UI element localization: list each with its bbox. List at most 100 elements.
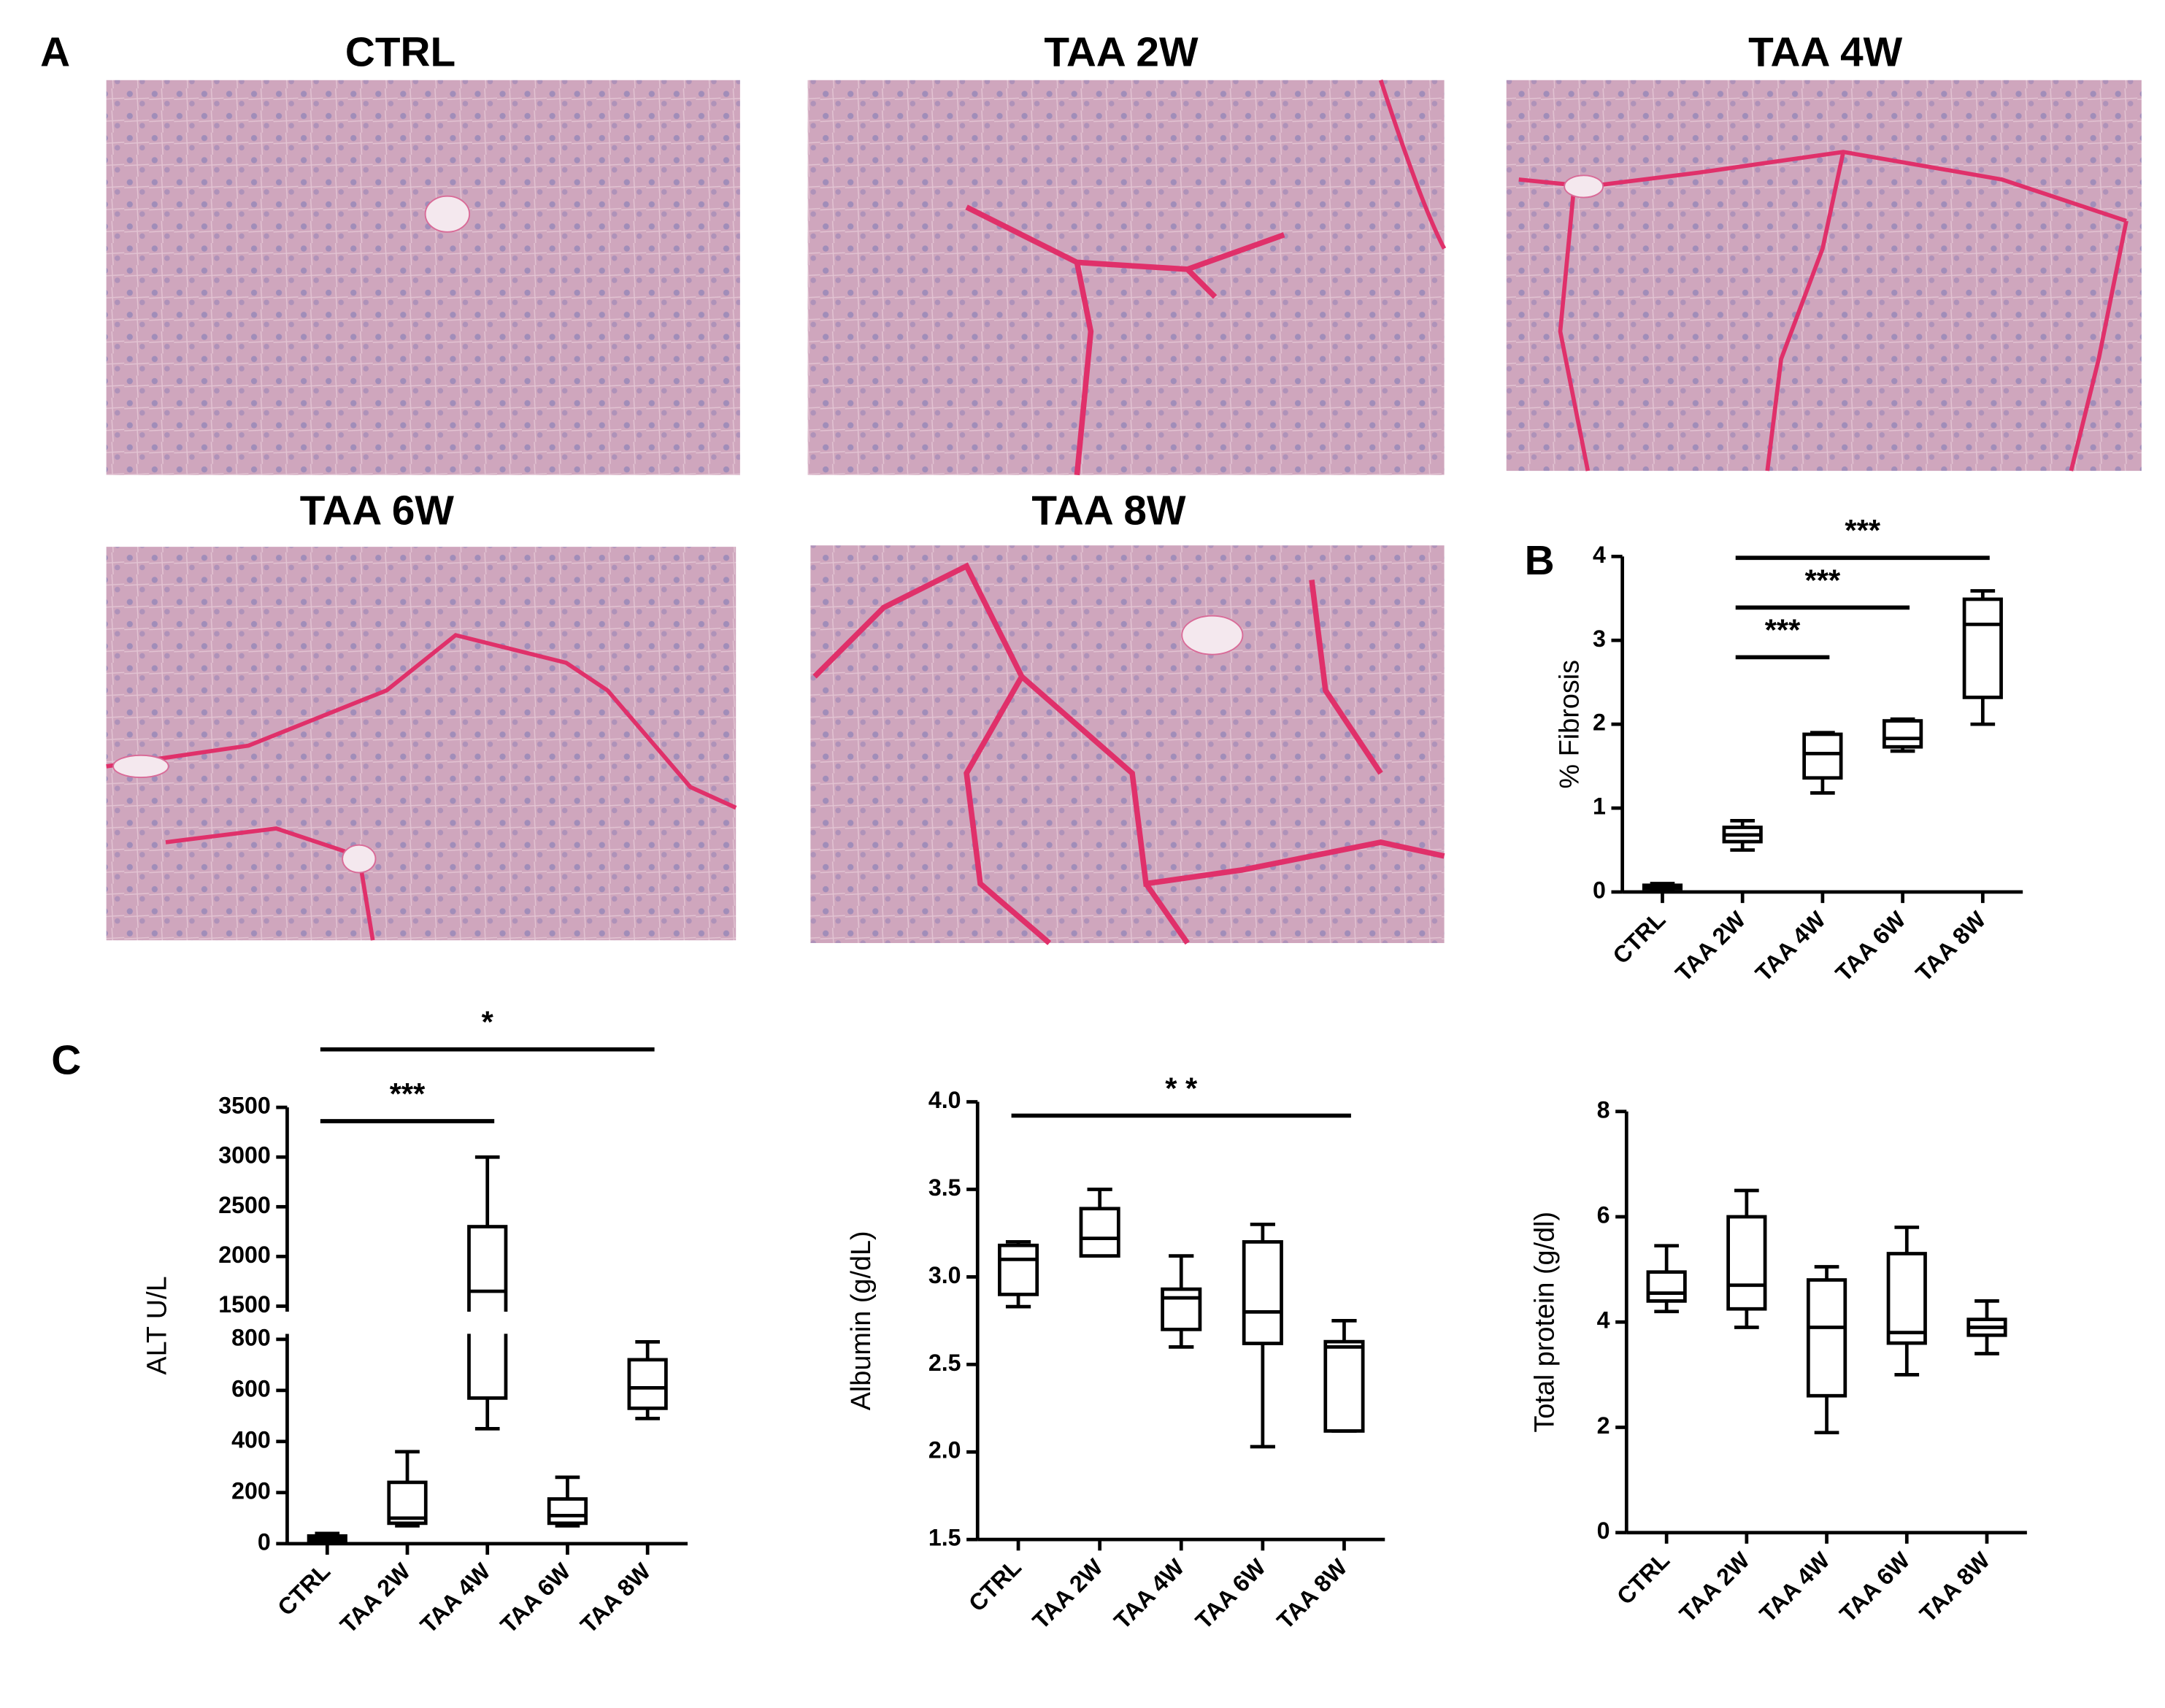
x-tick-label: TAA 8W — [575, 1558, 656, 1639]
x-tick-label: TAA 4W — [1750, 906, 1831, 987]
x-tick-label: TAA 8W — [1910, 906, 1991, 987]
y-tick-label: 2500 — [218, 1192, 271, 1218]
x-tick-label: TAA 6W — [1834, 1547, 1915, 1628]
box-body — [1323, 1339, 1365, 1433]
micrograph: TAA 8W — [810, 488, 1445, 945]
box — [1726, 1188, 1767, 1329]
box — [627, 1340, 668, 1420]
x-tick-label: TAA 8W — [1272, 1553, 1353, 1634]
y-axis-label: Albumin (g/dL) — [846, 1231, 877, 1410]
y-tick-label: 2.0 — [928, 1437, 961, 1463]
y-tick-label: 4 — [1597, 1307, 1610, 1334]
micrograph: TAA 6W — [106, 488, 737, 941]
box — [1886, 1226, 1927, 1377]
axis-break — [282, 1312, 692, 1334]
y-axis-label: Total protein (g/dl) — [1530, 1212, 1561, 1433]
box — [307, 1531, 347, 1544]
significance-label: * * — [1165, 1071, 1198, 1105]
box — [1883, 717, 1923, 753]
box — [1722, 818, 1763, 852]
box-body — [1646, 1270, 1687, 1303]
significance-label: *** — [1805, 563, 1841, 597]
box — [1242, 1223, 1283, 1449]
y-tick-label: 600 — [231, 1375, 271, 1401]
box — [1323, 1318, 1365, 1433]
y-tick-label: 1 — [1593, 793, 1606, 820]
y-tick-label: 1.5 — [928, 1525, 961, 1551]
box — [1962, 589, 2003, 726]
y-tick-label: 3 — [1593, 626, 1606, 652]
y-tick-label: 3000 — [218, 1142, 271, 1169]
x-tick-label: TAA 2W — [335, 1558, 416, 1639]
y-tick-label: 200 — [231, 1477, 271, 1504]
y-tick-label: 4.0 — [928, 1087, 961, 1113]
x-tick-label: CTRL — [1612, 1547, 1674, 1609]
x-tick-label: CTRL — [964, 1554, 1026, 1617]
significance-label: *** — [390, 1077, 426, 1111]
y-axis-label: ALT U/L — [142, 1276, 173, 1374]
panel-label: A — [40, 30, 70, 76]
micrograph-title: TAA 4W — [1748, 30, 1903, 76]
x-tick-label: TAA 2W — [1670, 906, 1751, 987]
box-body — [1883, 719, 1923, 749]
y-tick-label: 1500 — [218, 1291, 271, 1317]
x-tick-label: CTRL — [1607, 907, 1670, 969]
y-axis-label: % Fibrosis — [1555, 660, 1585, 789]
x-tick-label: CTRL — [272, 1558, 335, 1620]
y-tick-label: 6 — [1597, 1202, 1610, 1228]
y-tick-label: 8 — [1597, 1096, 1610, 1123]
x-tick-label: TAA 6W — [1831, 906, 1912, 987]
box — [1802, 731, 1843, 795]
y-tick-label: 0 — [1593, 877, 1606, 904]
panel-label: B — [1525, 538, 1555, 584]
y-tick-label: 3.5 — [928, 1174, 961, 1201]
micrograph: CTRL — [106, 30, 740, 475]
x-tick-label: TAA 4W — [1754, 1547, 1835, 1628]
x-tick-label: TAA 2W — [1674, 1547, 1756, 1628]
panel-label: C — [51, 1038, 81, 1084]
x-tick-label: TAA 4W — [1109, 1553, 1190, 1634]
micrograph-title: TAA 6W — [300, 488, 455, 534]
box-body — [1079, 1207, 1120, 1258]
box — [1161, 1254, 1202, 1349]
x-tick-label: TAA 6W — [1191, 1553, 1272, 1634]
y-tick-label: 3.0 — [928, 1262, 961, 1288]
significance-label: *** — [1845, 513, 1880, 547]
y-tick-label: 3500 — [218, 1093, 271, 1119]
y-tick-label: 0 — [258, 1528, 271, 1555]
x-tick-label: TAA 6W — [495, 1558, 576, 1639]
box — [1966, 1299, 2007, 1355]
box — [1806, 1265, 1847, 1435]
box-body — [547, 1497, 588, 1526]
y-tick-label: 800 — [231, 1324, 271, 1350]
micrograph: TAA 4W — [1506, 30, 2142, 472]
y-tick-label: 400 — [231, 1426, 271, 1453]
box — [1079, 1188, 1120, 1258]
micrograph-title: CTRL — [345, 30, 455, 76]
x-tick-label: TAA 2W — [1028, 1553, 1109, 1634]
x-tick-label: TAA 4W — [415, 1558, 496, 1639]
y-tick-label: 0 — [1597, 1517, 1610, 1544]
box-body — [1962, 597, 2003, 699]
box-body — [627, 1358, 668, 1410]
y-tick-label: 2 — [1597, 1412, 1610, 1439]
box-body — [998, 1243, 1039, 1296]
box-body — [1726, 1215, 1767, 1311]
x-tick-label: TAA 8W — [1915, 1547, 1996, 1628]
significance-label: *** — [1765, 612, 1801, 647]
box-body — [1242, 1240, 1283, 1345]
box — [1642, 882, 1683, 893]
box — [547, 1475, 588, 1528]
y-tick-label: 4 — [1593, 542, 1606, 568]
box — [1646, 1244, 1687, 1314]
y-tick-label: 2.5 — [928, 1350, 961, 1376]
box — [467, 1155, 508, 1431]
box-body — [1806, 1278, 1847, 1398]
y-tick-label: 2 — [1593, 709, 1606, 736]
significance-label: * — [482, 1005, 494, 1039]
micrograph-title: TAA 2W — [1044, 30, 1199, 76]
box-body — [1886, 1252, 1927, 1345]
box — [998, 1240, 1039, 1309]
micrograph-title: TAA 8W — [1031, 488, 1186, 534]
